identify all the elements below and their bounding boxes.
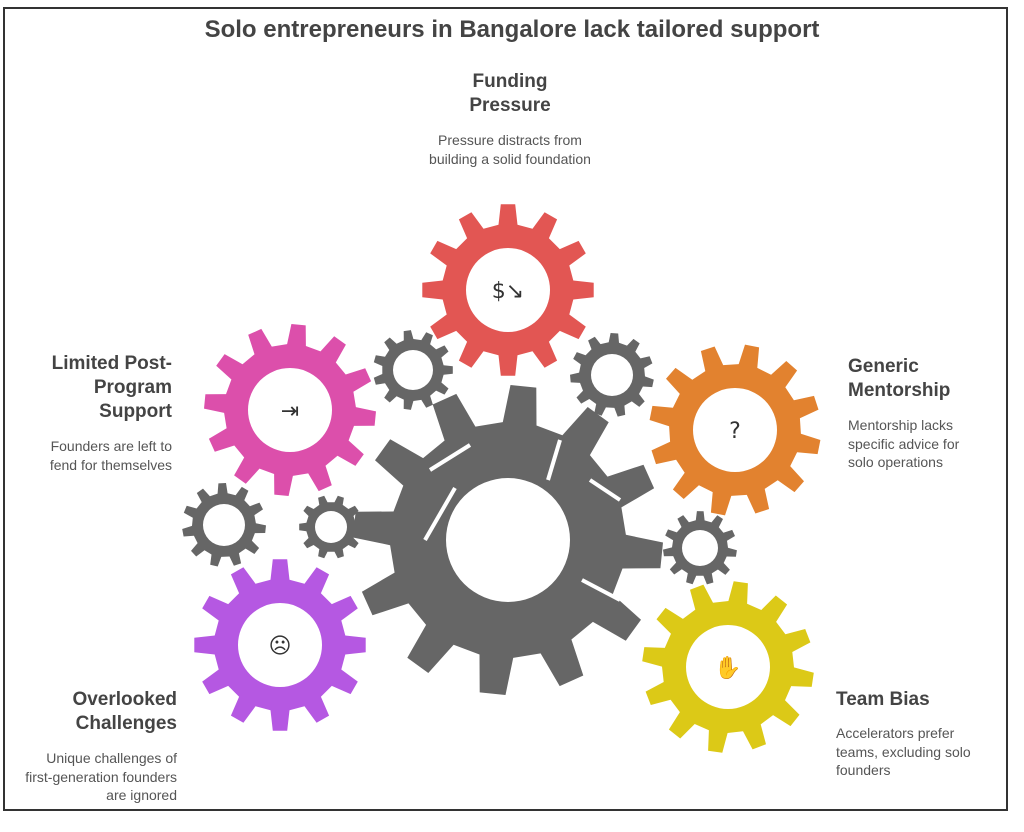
- desc-funding-pressure: Pressure distracts from building a solid…: [429, 132, 591, 167]
- exit-door-icon: ⇥: [281, 399, 299, 424]
- crack-line: [428, 443, 472, 472]
- label-team-bias: Team Bias: [836, 689, 930, 710]
- small-gear: [663, 511, 737, 585]
- desc-overlooked-challenges: Unique challenges of first-generation fo…: [25, 750, 177, 803]
- money-down-icon: $↘: [492, 279, 524, 304]
- high-five-icon: ✋: [714, 655, 741, 681]
- desc-generic-mentorship: Mentorship lacks specific advice for sol…: [848, 417, 960, 470]
- funding-pressure-gear: [422, 204, 594, 376]
- label-generic-mentorship: Generic Mentorship: [848, 356, 951, 401]
- stressed-person-icon: ☹: [269, 634, 292, 659]
- challenges-gear: [194, 559, 366, 731]
- crack-line: [423, 487, 457, 541]
- small-gear: [299, 495, 363, 559]
- person-question-icon: ?: [729, 419, 741, 444]
- small-gear: [373, 330, 453, 410]
- desc-limited-post-program-support: Founders are left to fend for themselves: [49, 438, 172, 473]
- team-bias-gear: [642, 581, 814, 753]
- small-gear: [570, 333, 654, 417]
- mentorship-gear: [649, 344, 821, 516]
- diagram-frame: [3, 7, 1008, 811]
- crack-line: [581, 578, 621, 602]
- diagram-title: Solo entrepreneurs in Bangalore lack tai…: [204, 16, 820, 43]
- small-gear: [182, 483, 266, 567]
- crack-line: [588, 478, 622, 502]
- core-gear: [353, 385, 663, 695]
- desc-team-bias: Accelerators prefer teams, excluding sol…: [836, 725, 971, 778]
- crack-line: [546, 439, 562, 481]
- post-program-gear: [204, 324, 376, 496]
- label-limited-post-program-support: Limited Post-Program Support: [51, 353, 172, 422]
- label-funding-pressure: Funding Pressure: [469, 71, 551, 116]
- label-overlooked-challenges: Overlooked Challenges: [72, 689, 177, 734]
